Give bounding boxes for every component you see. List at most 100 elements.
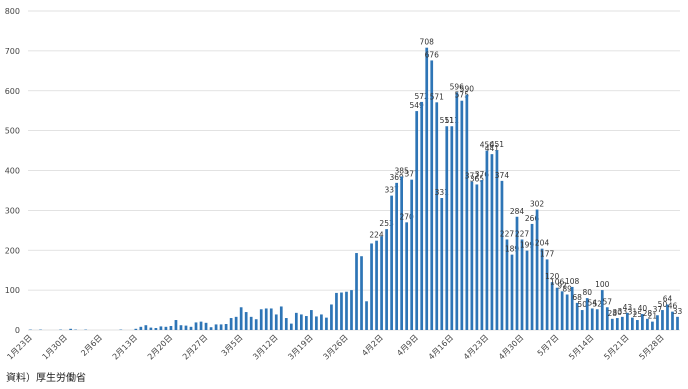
bar: [565, 294, 569, 330]
data-label: 511: [445, 116, 460, 125]
bar: [480, 180, 484, 330]
data-label: 337: [384, 186, 399, 195]
data-label: 25: [633, 310, 643, 319]
bar: [269, 308, 273, 330]
bar: [600, 290, 604, 330]
bar: [676, 316, 679, 330]
y-tick-label: 300: [5, 206, 20, 215]
data-label: 100: [595, 280, 610, 289]
bar: [144, 325, 148, 330]
data-label: 571: [430, 92, 445, 101]
data-label: 227: [515, 229, 530, 238]
bar: [219, 324, 223, 330]
x-tick-label: 2月20日: [146, 333, 174, 361]
bar: [370, 243, 373, 330]
bar: [284, 318, 288, 330]
x-tick-label: 5月28日: [637, 333, 665, 361]
bar: [580, 310, 584, 330]
data-label: 80: [582, 288, 592, 297]
x-tick-label: 3月19日: [286, 333, 314, 361]
bar: [415, 111, 419, 331]
bar: [651, 321, 654, 330]
bar: [340, 292, 343, 330]
data-label: 31: [628, 308, 638, 317]
data-label: 108: [565, 277, 580, 286]
bar: [365, 301, 368, 330]
bar: [445, 126, 449, 331]
bar: [400, 176, 404, 330]
bar: [244, 312, 248, 330]
bar: [525, 250, 529, 330]
data-label: 28: [643, 309, 653, 318]
data-label: 106: [550, 278, 565, 287]
bar: [595, 309, 599, 330]
bar: [540, 248, 544, 330]
data-label: 50: [577, 300, 587, 309]
bar: [520, 239, 524, 330]
bar: [485, 150, 489, 330]
bar: [405, 222, 409, 330]
bar: [304, 316, 308, 330]
x-tick-label: 5月21日: [602, 333, 630, 361]
bar: [294, 312, 298, 330]
data-label: 89: [562, 285, 572, 294]
bar: [420, 101, 424, 330]
bar: [510, 254, 514, 330]
bar: [636, 320, 639, 330]
bar: [69, 328, 72, 330]
data-label: 54: [587, 298, 597, 307]
bar: [325, 317, 328, 330]
bar: [159, 326, 163, 330]
bar: [425, 47, 429, 331]
bar: [646, 318, 649, 330]
data-label: 441: [485, 144, 500, 153]
y-tick-label: 600: [5, 87, 20, 96]
data-label: 266: [525, 214, 540, 223]
bar: [184, 325, 188, 330]
bar: [134, 328, 138, 330]
bar: [179, 325, 183, 330]
data-label: 33: [673, 307, 683, 316]
bar: [229, 318, 233, 330]
x-tick-label: 2月27日: [181, 333, 209, 361]
bar: [535, 209, 539, 330]
bar: [259, 309, 263, 330]
bar: [169, 326, 173, 330]
data-label: 189: [505, 245, 520, 254]
y-tick-label: 0: [15, 326, 20, 335]
data-label: 64: [663, 294, 673, 303]
data-label: 374: [495, 171, 510, 180]
bar: [570, 286, 574, 330]
y-tick-label: 700: [5, 47, 20, 56]
source-note: 資料）厚生労働省: [6, 371, 86, 384]
data-label: 40: [638, 304, 648, 313]
bar: [465, 94, 469, 330]
bar: [345, 291, 348, 330]
bar: [460, 100, 464, 330]
data-label: 385: [394, 166, 409, 175]
y-tick-label: 500: [5, 127, 20, 136]
bar: [375, 240, 378, 330]
x-tick-label: 5月7日: [536, 333, 561, 358]
bar: [575, 302, 579, 330]
bar: [330, 304, 333, 330]
bar: [279, 306, 283, 330]
data-label: 270: [399, 212, 414, 221]
bar: [380, 236, 383, 330]
x-tick-label: 4月23日: [462, 333, 490, 361]
data-label: 21: [648, 312, 658, 321]
bar: [620, 316, 624, 330]
x-tick-label: 1月23日: [5, 333, 33, 361]
bar: [530, 223, 534, 330]
data-label: 549: [410, 101, 425, 110]
data-label: 372: [465, 172, 480, 181]
data-label: 590: [460, 85, 475, 94]
data-label: 302: [530, 200, 545, 209]
data-label: 43: [623, 303, 633, 312]
x-tick-label: 3月12日: [251, 333, 279, 361]
x-tick-label: 5月14日: [567, 333, 595, 361]
bar: [360, 256, 363, 330]
bar: [315, 316, 318, 330]
bar: [500, 180, 504, 330]
